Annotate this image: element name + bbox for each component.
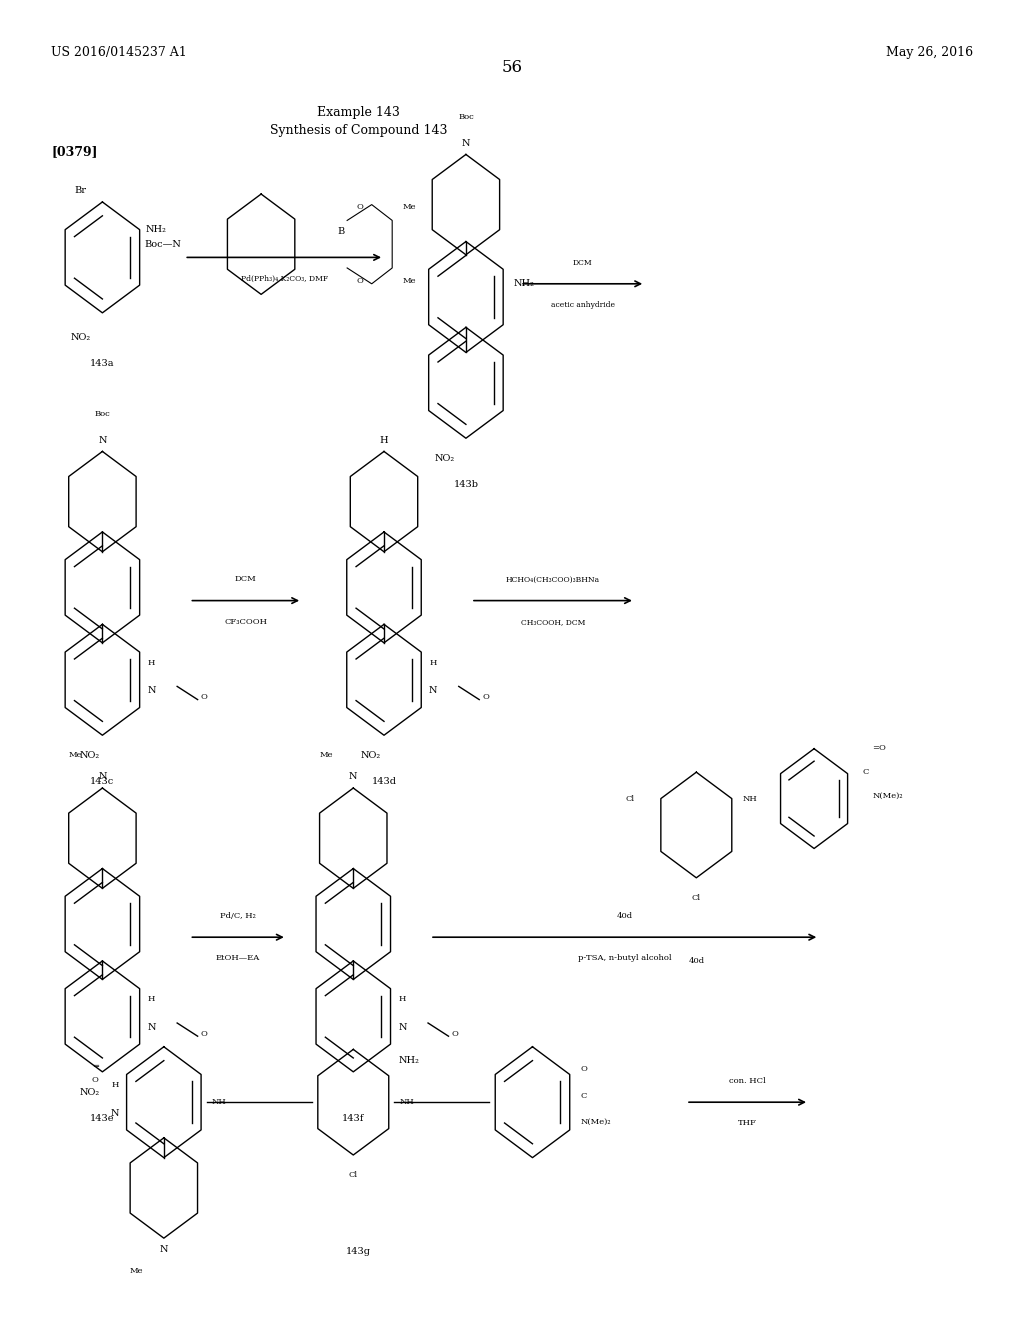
Text: Boc—N: Boc—N [144,240,181,248]
Text: Me: Me [319,751,333,759]
Text: 40d: 40d [616,912,633,920]
Text: NO₂: NO₂ [80,1088,99,1097]
Text: Pd(PPh₃)₄ K₂CO₃, DMF: Pd(PPh₃)₄ K₂CO₃, DMF [241,275,328,282]
Text: N: N [462,139,470,148]
Text: 143c: 143c [90,777,115,787]
Text: O: O [356,277,364,285]
Text: N(Me)₂: N(Me)₂ [581,1118,611,1126]
Text: Boc: Boc [94,411,111,418]
Text: NO₂: NO₂ [71,333,91,342]
Text: Me: Me [69,751,82,759]
Text: O: O [201,1030,208,1038]
Text: 143d: 143d [372,777,396,787]
Text: H: H [147,659,155,667]
Text: O: O [581,1065,588,1073]
Text: H: H [398,995,406,1003]
Text: H: H [112,1081,119,1089]
Text: 143g: 143g [346,1247,371,1257]
Text: ═: ═ [93,1063,98,1071]
Text: DCM: DCM [572,259,593,267]
Text: N: N [98,772,106,781]
Text: N(Me)₂: N(Me)₂ [872,792,903,800]
Text: NH₂: NH₂ [514,280,535,288]
Text: [0379]: [0379] [51,145,97,158]
Text: NO₂: NO₂ [434,454,455,463]
Text: NH₂: NH₂ [145,226,166,234]
Text: NO₂: NO₂ [80,751,99,760]
Text: O: O [201,693,208,701]
Text: Boc: Boc [458,114,474,121]
Text: O: O [91,1076,98,1084]
Text: NH: NH [742,795,757,803]
Text: CH₃COOH, DCM: CH₃COOH, DCM [521,618,585,626]
Text: H: H [380,436,388,445]
Text: NH: NH [399,1098,414,1106]
Text: DCM: DCM [234,576,257,583]
Text: 143e: 143e [90,1114,115,1123]
Text: Cl: Cl [692,894,700,902]
Text: 143b: 143b [454,480,478,490]
Text: 56: 56 [502,59,522,77]
Text: HCHO₄(CH₃COO)₃BHNa: HCHO₄(CH₃COO)₃BHNa [506,576,600,583]
Text: NH: NH [212,1098,226,1106]
Text: THF: THF [738,1119,757,1127]
Text: O: O [482,693,489,701]
Text: N: N [349,772,357,781]
Text: O: O [452,1030,459,1038]
Text: N: N [147,1023,156,1032]
Text: Cl: Cl [626,795,635,803]
Text: N: N [398,1023,407,1032]
Text: Me: Me [402,277,416,285]
Text: 143a: 143a [90,359,115,368]
Text: Synthesis of Compound 143: Synthesis of Compound 143 [269,124,447,137]
Text: N: N [160,1245,168,1254]
Text: 143f: 143f [342,1114,365,1123]
Text: con. HCl: con. HCl [729,1077,766,1085]
Text: H: H [147,995,155,1003]
Text: O: O [356,203,364,211]
Text: N: N [147,686,156,696]
Text: EtOH—EA: EtOH—EA [216,954,260,962]
Text: Me: Me [130,1267,143,1275]
Text: Br: Br [75,186,87,195]
Text: N: N [111,1109,119,1118]
Text: H: H [429,659,436,667]
Text: Me: Me [402,203,416,211]
Text: =O: =O [872,744,887,752]
Text: N: N [429,686,437,696]
Text: NO₂: NO₂ [361,751,381,760]
Text: Pd/C, H₂: Pd/C, H₂ [220,912,256,920]
Text: acetic anhydride: acetic anhydride [551,301,614,309]
Text: C: C [862,768,868,776]
Text: p-TSA, n-butyl alcohol: p-TSA, n-butyl alcohol [578,954,672,962]
Text: B: B [337,227,345,235]
Text: N: N [98,436,106,445]
Text: CF₃COOH: CF₃COOH [224,618,267,626]
Text: Cl: Cl [349,1171,357,1179]
Text: C: C [581,1092,587,1100]
Text: US 2016/0145237 A1: US 2016/0145237 A1 [51,46,187,59]
Text: Example 143: Example 143 [317,106,399,119]
Text: NH₂: NH₂ [398,1056,419,1065]
Text: May 26, 2016: May 26, 2016 [886,46,973,59]
Text: 40d: 40d [688,957,705,965]
